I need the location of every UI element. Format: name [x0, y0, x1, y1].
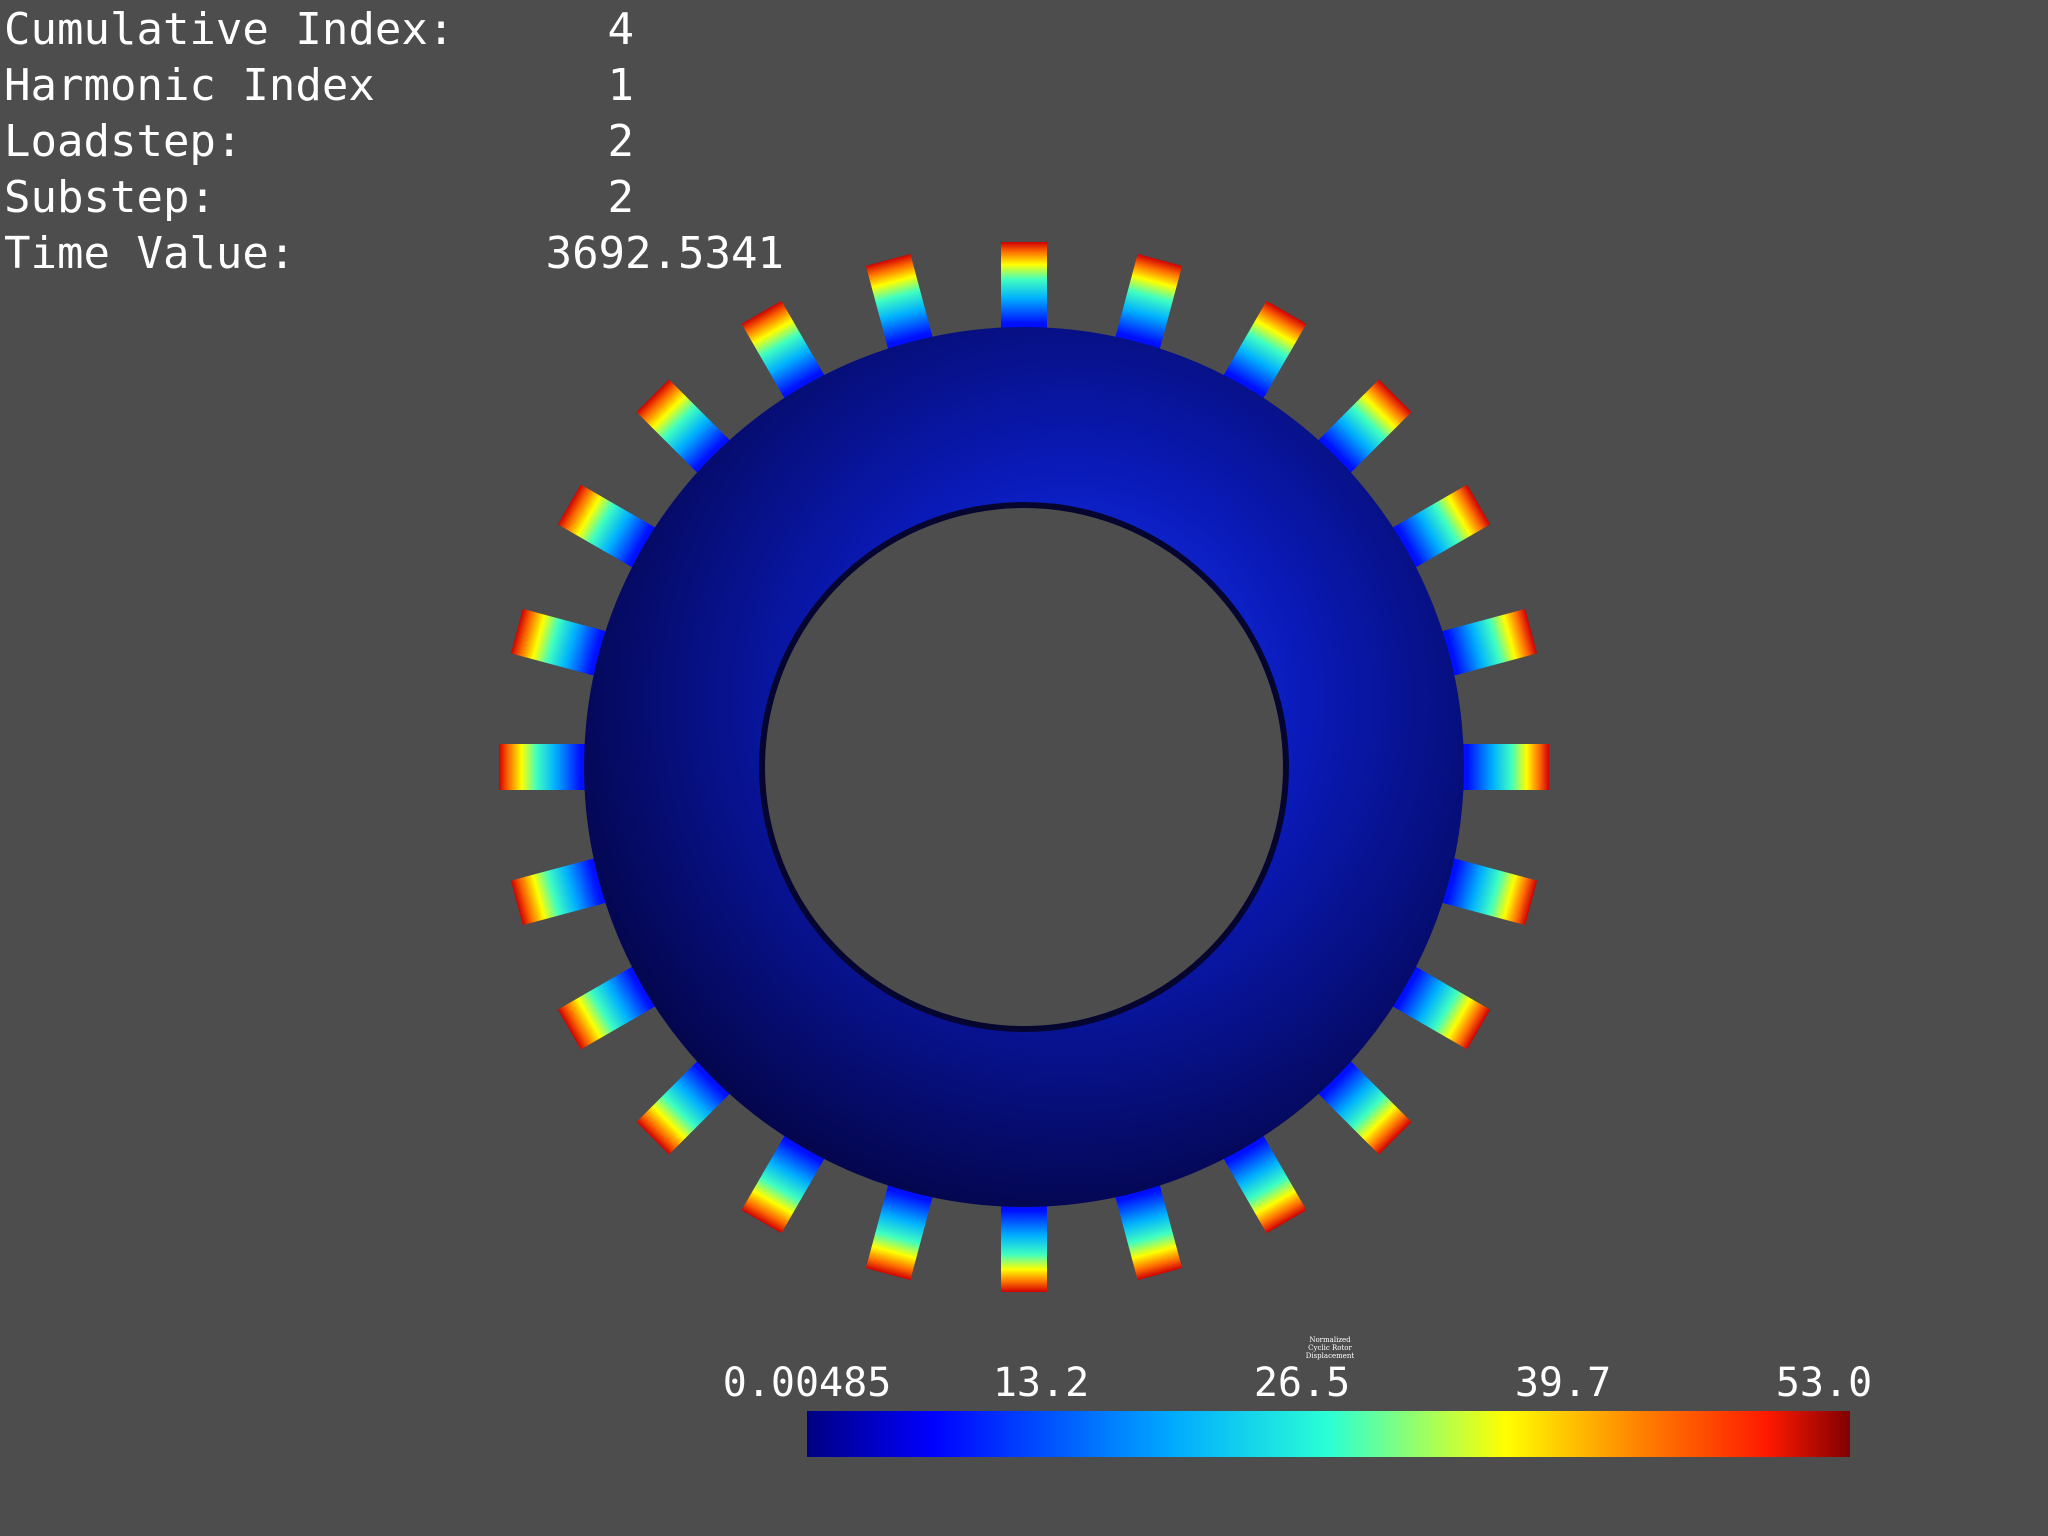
cumulative-index-label: Cumulative Index:: [4, 4, 455, 55]
loadstep-label: Loadstep:: [4, 116, 243, 167]
cumulative-index-value: 4: [607, 4, 635, 55]
loadstep-value: 2: [607, 116, 635, 167]
colorbar: [807, 1411, 1850, 1457]
rotor-bore: [759, 502, 1289, 1032]
colorbar-tick-label: 53.0: [1775, 1360, 1873, 1406]
colorbar-tick-label: 26.5: [1253, 1360, 1351, 1406]
time-value-value: 3692.5341: [545, 228, 784, 279]
colorbar-tick-label: 13.2: [992, 1360, 1090, 1406]
colorbar-tick-label: 39.7: [1514, 1360, 1612, 1406]
harmonic-index-value: 1: [607, 60, 635, 111]
harmonic-index-label: Harmonic Index: [4, 60, 375, 111]
time-value-label: Time Value:: [4, 228, 296, 279]
substep-label: Substep:: [4, 172, 216, 223]
substep-value: 2: [607, 172, 635, 223]
colorbar-tick-label: 0.00485: [722, 1360, 892, 1406]
colorbar-title: Normalized Cyclic Rotor Displacement: [1305, 1336, 1355, 1360]
